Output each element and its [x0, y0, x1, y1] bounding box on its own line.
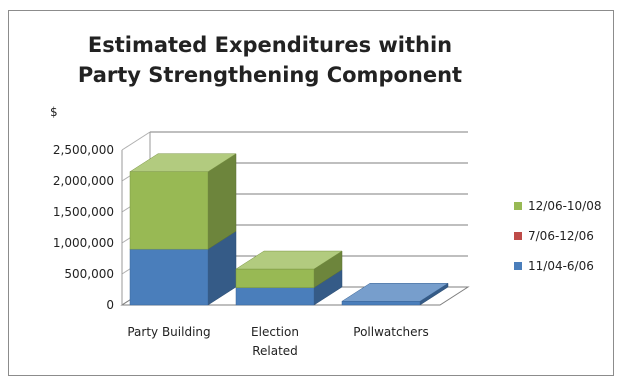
legend-label: 11/04-6/06 [528, 259, 594, 273]
chart-title-line-1: Estimated Expenditures within [87, 33, 453, 57]
chart-title-line-2: Party Strengthening Component [77, 63, 463, 87]
y-tick-label: 2,000,000 [53, 174, 114, 188]
chart-border [8, 10, 614, 376]
x-tick-label: Party Building [127, 325, 210, 339]
y-tick-label: 0 [106, 298, 114, 312]
bar-top [341, 283, 449, 302]
legend-swatch [514, 232, 522, 240]
y-tick-label: 2,500,000 [53, 143, 114, 157]
x-tick-label: Election [251, 325, 299, 339]
chart-title: Estimated Expenditures within Party Stre… [60, 30, 480, 90]
bar-segment [235, 268, 315, 288]
x-tick-label: Pollwatchers [353, 325, 428, 339]
y-axis-label: $ [50, 105, 58, 119]
y-tick-label: 1,500,000 [53, 205, 114, 219]
legend-swatch [514, 262, 522, 270]
bar-segment [341, 301, 421, 306]
bar-top [235, 250, 343, 270]
y-tick-label: 1,000,000 [53, 236, 114, 250]
legend-label: 12/06-10/08 [528, 199, 602, 213]
bar-top [129, 153, 237, 172]
bar-segment [129, 171, 209, 250]
legend-swatch [514, 202, 522, 210]
bar-segment [235, 287, 315, 306]
bar-segment [129, 248, 209, 306]
gridline-side [121, 131, 151, 151]
y-tick-label: 500,000 [64, 267, 114, 281]
x-tick-label: Related [252, 344, 298, 358]
legend-label: 7/06-12/06 [528, 229, 594, 243]
